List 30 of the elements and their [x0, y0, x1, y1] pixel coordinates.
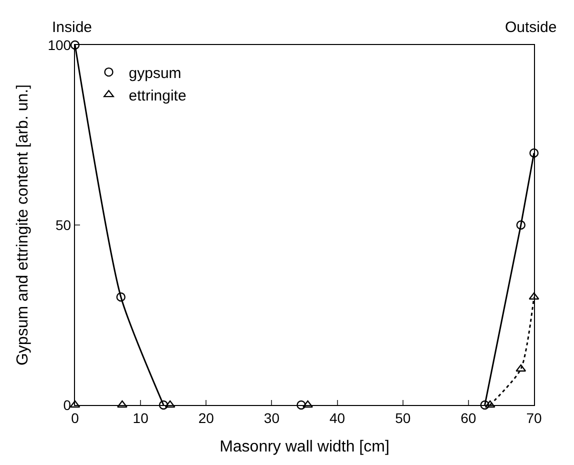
point — [516, 220, 526, 230]
point — [116, 292, 126, 302]
x-tick-label: 20 — [198, 410, 214, 426]
x-tick-label: 70 — [526, 410, 542, 426]
y-tick-label: 100 — [48, 36, 72, 53]
x-axis-title: Masonry wall width [cm] — [220, 438, 390, 456]
point — [484, 400, 496, 408]
point — [516, 364, 526, 372]
text: Outside — [505, 19, 557, 36]
point — [164, 400, 176, 408]
point — [302, 400, 313, 408]
point — [158, 400, 168, 410]
legend-label: gypsum — [128, 64, 182, 82]
point — [70, 400, 80, 408]
point — [70, 40, 80, 50]
x-tick-label: 60 — [460, 410, 476, 426]
y-axis-title: Gypsum and ettringite content [arb. un.] — [14, 84, 32, 366]
y-tick-label: 0 — [63, 396, 72, 413]
y-tick-label: 50 — [56, 216, 72, 233]
x-tick-label: 10 — [132, 410, 149, 426]
x-tick-label: 40 — [330, 410, 346, 426]
legend-label: ettringite — [128, 87, 186, 104]
point — [528, 292, 540, 300]
point — [529, 148, 539, 158]
point — [116, 400, 128, 408]
point — [296, 400, 306, 410]
point — [480, 400, 490, 410]
x-tick-label: 50 — [395, 410, 411, 426]
x-tick-label: 30 — [264, 410, 280, 426]
text: Inside — [52, 19, 92, 36]
